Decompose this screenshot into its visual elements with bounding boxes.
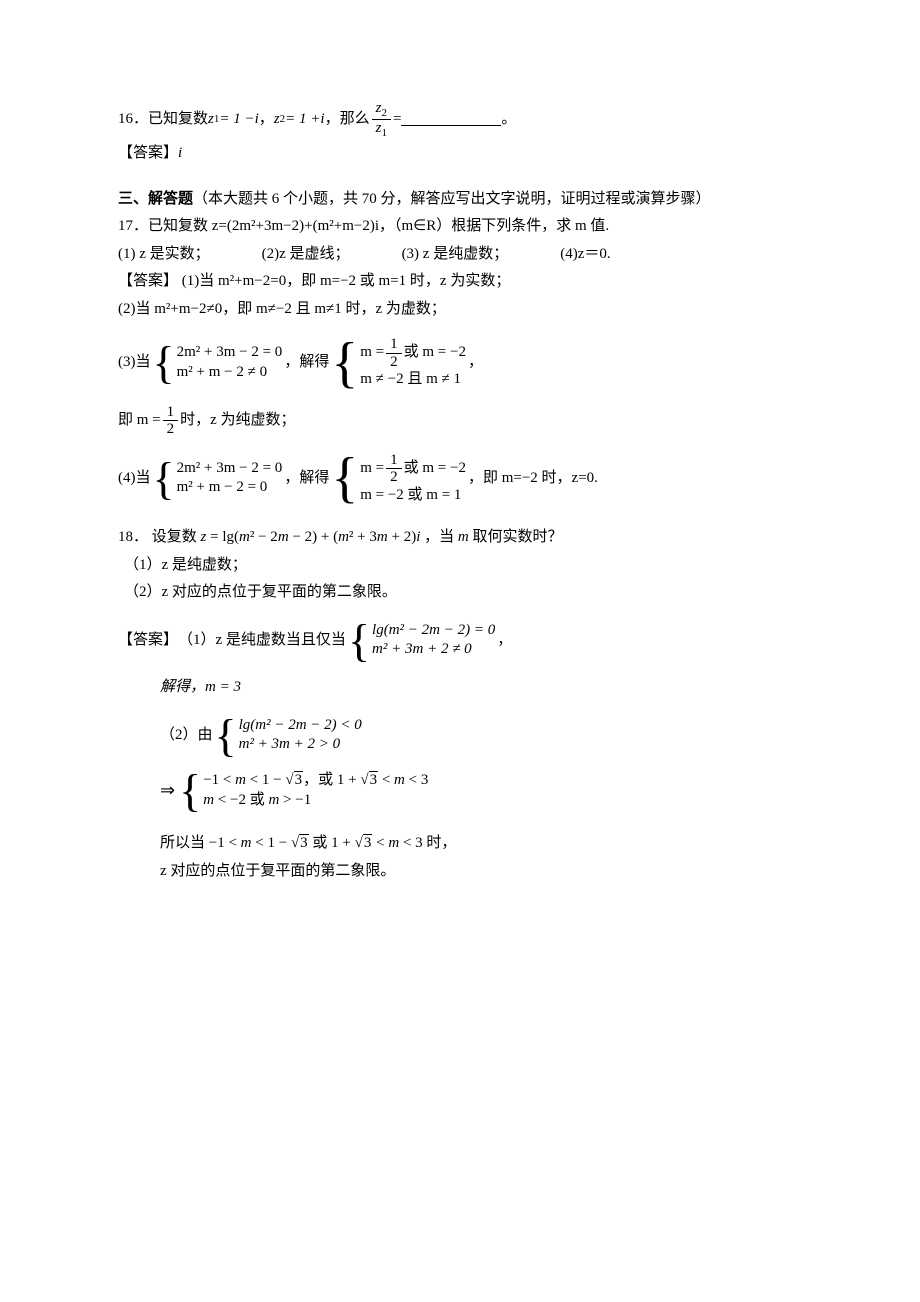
q17-subparts: (1) z 是实数； (2)z 是虚线； (3) z 是纯虚数； (4)z＝0.	[118, 242, 802, 268]
q17-ans1: 【答案】 (1)当 m²+m−2=0，即 m=−2 或 m=1 时，z 为实数；	[118, 269, 802, 295]
section3-header: 三、解答题（本大题共 6 个小题，共 70 分，解答应写出文字说明，证明过程或演…	[118, 187, 802, 213]
q18-ans1: 【答案】 （1）z 是纯虚数当且仅当 { lg(m² − 2m − 2) = 0…	[118, 620, 802, 661]
q18-ans2-sys1: （2）由 { lg(m² − 2m − 2) < 0 m² + 3m + 2 >…	[118, 715, 802, 756]
q17-a3-system2: { m = 12 或 m = −2 m ≠ −2 且 m ≠ 1	[331, 336, 466, 390]
q18-a2-system1: { lg(m² − 2m − 2) < 0 m² + 3m + 2 > 0	[215, 715, 362, 756]
q18-ans2-conc1: 所以当 −1 < m < 1 − 3 或 1 + 3 < m < 3 时，	[118, 831, 802, 857]
q17-ans2: (2)当 m²+m−2≠0，即 m≠−2 且 m≠1 时，z 为虚数；	[118, 297, 802, 323]
q17-a4-system1: { 2m² + 3m − 2 = 0 m² + m − 2 = 0	[153, 458, 283, 499]
q18-ans2-sys2: ⇒ { −1 < m < 1 − 3，或 1 + 3 < m < 3 m < −…	[118, 770, 802, 811]
q18-p2: （2）z 对应的点位于复平面的第二象限。	[118, 580, 802, 606]
q17-prompt: 17．已知复数 z=(2m²+3m−2)+(m²+m−2)i，（m∈R）根据下列…	[118, 214, 802, 240]
q16-fraction: z2 z1	[372, 100, 391, 139]
q16-prompt: 16． 已知复数 z1 = 1 − i ， z2 = 1 + i ，那么 z2 …	[118, 100, 802, 139]
q18-a1-system: { lg(m² − 2m − 2) = 0 m² + 3m + 2 ≠ 0	[348, 620, 495, 661]
q16-answer: 【答案】i	[118, 141, 802, 167]
q17-a3-system1: { 2m² + 3m − 2 = 0 m² + m − 2 ≠ 0	[153, 342, 283, 383]
q16-blank	[401, 114, 501, 126]
q17-a4-system2: { m = 12 或 m = −2 m = −2 或 m = 1	[331, 452, 466, 506]
q18-ans1-sol: 解得，m = 3	[118, 675, 802, 701]
q18-a2-system2: { −1 < m < 1 − 3，或 1 + 3 < m < 3 m < −2 …	[179, 770, 428, 811]
q17-ans4: (4)当 { 2m² + 3m − 2 = 0 m² + m − 2 = 0 ，…	[118, 452, 802, 506]
q17-ans3: (3)当 { 2m² + 3m − 2 = 0 m² + m − 2 ≠ 0 ，…	[118, 336, 802, 390]
q17-ans3-conclusion: 即 m = 12 时，z 为纯虚数；	[118, 404, 802, 438]
q18-prompt: 18． 设复数 z = lg(m² − 2m − 2) + (m² + 3m +…	[118, 525, 802, 551]
q18-ans2-conc2: z 对应的点位于复平面的第二象限。	[118, 859, 802, 885]
q18-p1: （1）z 是纯虚数；	[118, 553, 802, 579]
q16-label: 16．	[118, 107, 148, 133]
implies-icon: ⇒	[160, 775, 175, 806]
